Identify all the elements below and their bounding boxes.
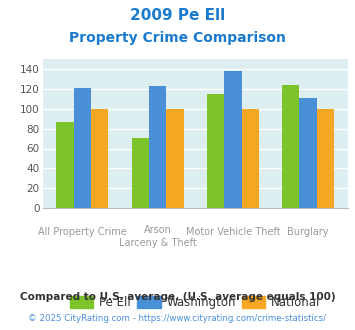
Text: Compared to U.S. average. (U.S. average equals 100): Compared to U.S. average. (U.S. average … xyxy=(20,292,335,302)
Bar xyxy=(132,138,149,208)
Bar xyxy=(241,109,259,208)
Text: Motor Vehicle Theft: Motor Vehicle Theft xyxy=(186,227,280,237)
Bar xyxy=(74,88,91,208)
Legend: Pe Ell, Washington, National: Pe Ell, Washington, National xyxy=(65,291,326,314)
Bar xyxy=(299,98,317,208)
Bar xyxy=(207,94,224,208)
Text: Burglary: Burglary xyxy=(287,227,329,237)
Text: © 2025 CityRating.com - https://www.cityrating.com/crime-statistics/: © 2025 CityRating.com - https://www.city… xyxy=(28,314,327,323)
Text: All Property Crime: All Property Crime xyxy=(38,227,127,237)
Text: Arson: Arson xyxy=(144,225,171,235)
Text: Property Crime Comparison: Property Crime Comparison xyxy=(69,31,286,45)
Bar xyxy=(224,71,241,208)
Bar xyxy=(166,109,184,208)
Bar xyxy=(282,85,299,208)
Text: 2009 Pe Ell: 2009 Pe Ell xyxy=(130,8,225,23)
Bar xyxy=(91,109,108,208)
Bar xyxy=(56,122,74,208)
Bar xyxy=(317,109,334,208)
Text: Larceny & Theft: Larceny & Theft xyxy=(119,239,197,248)
Bar xyxy=(149,86,166,208)
